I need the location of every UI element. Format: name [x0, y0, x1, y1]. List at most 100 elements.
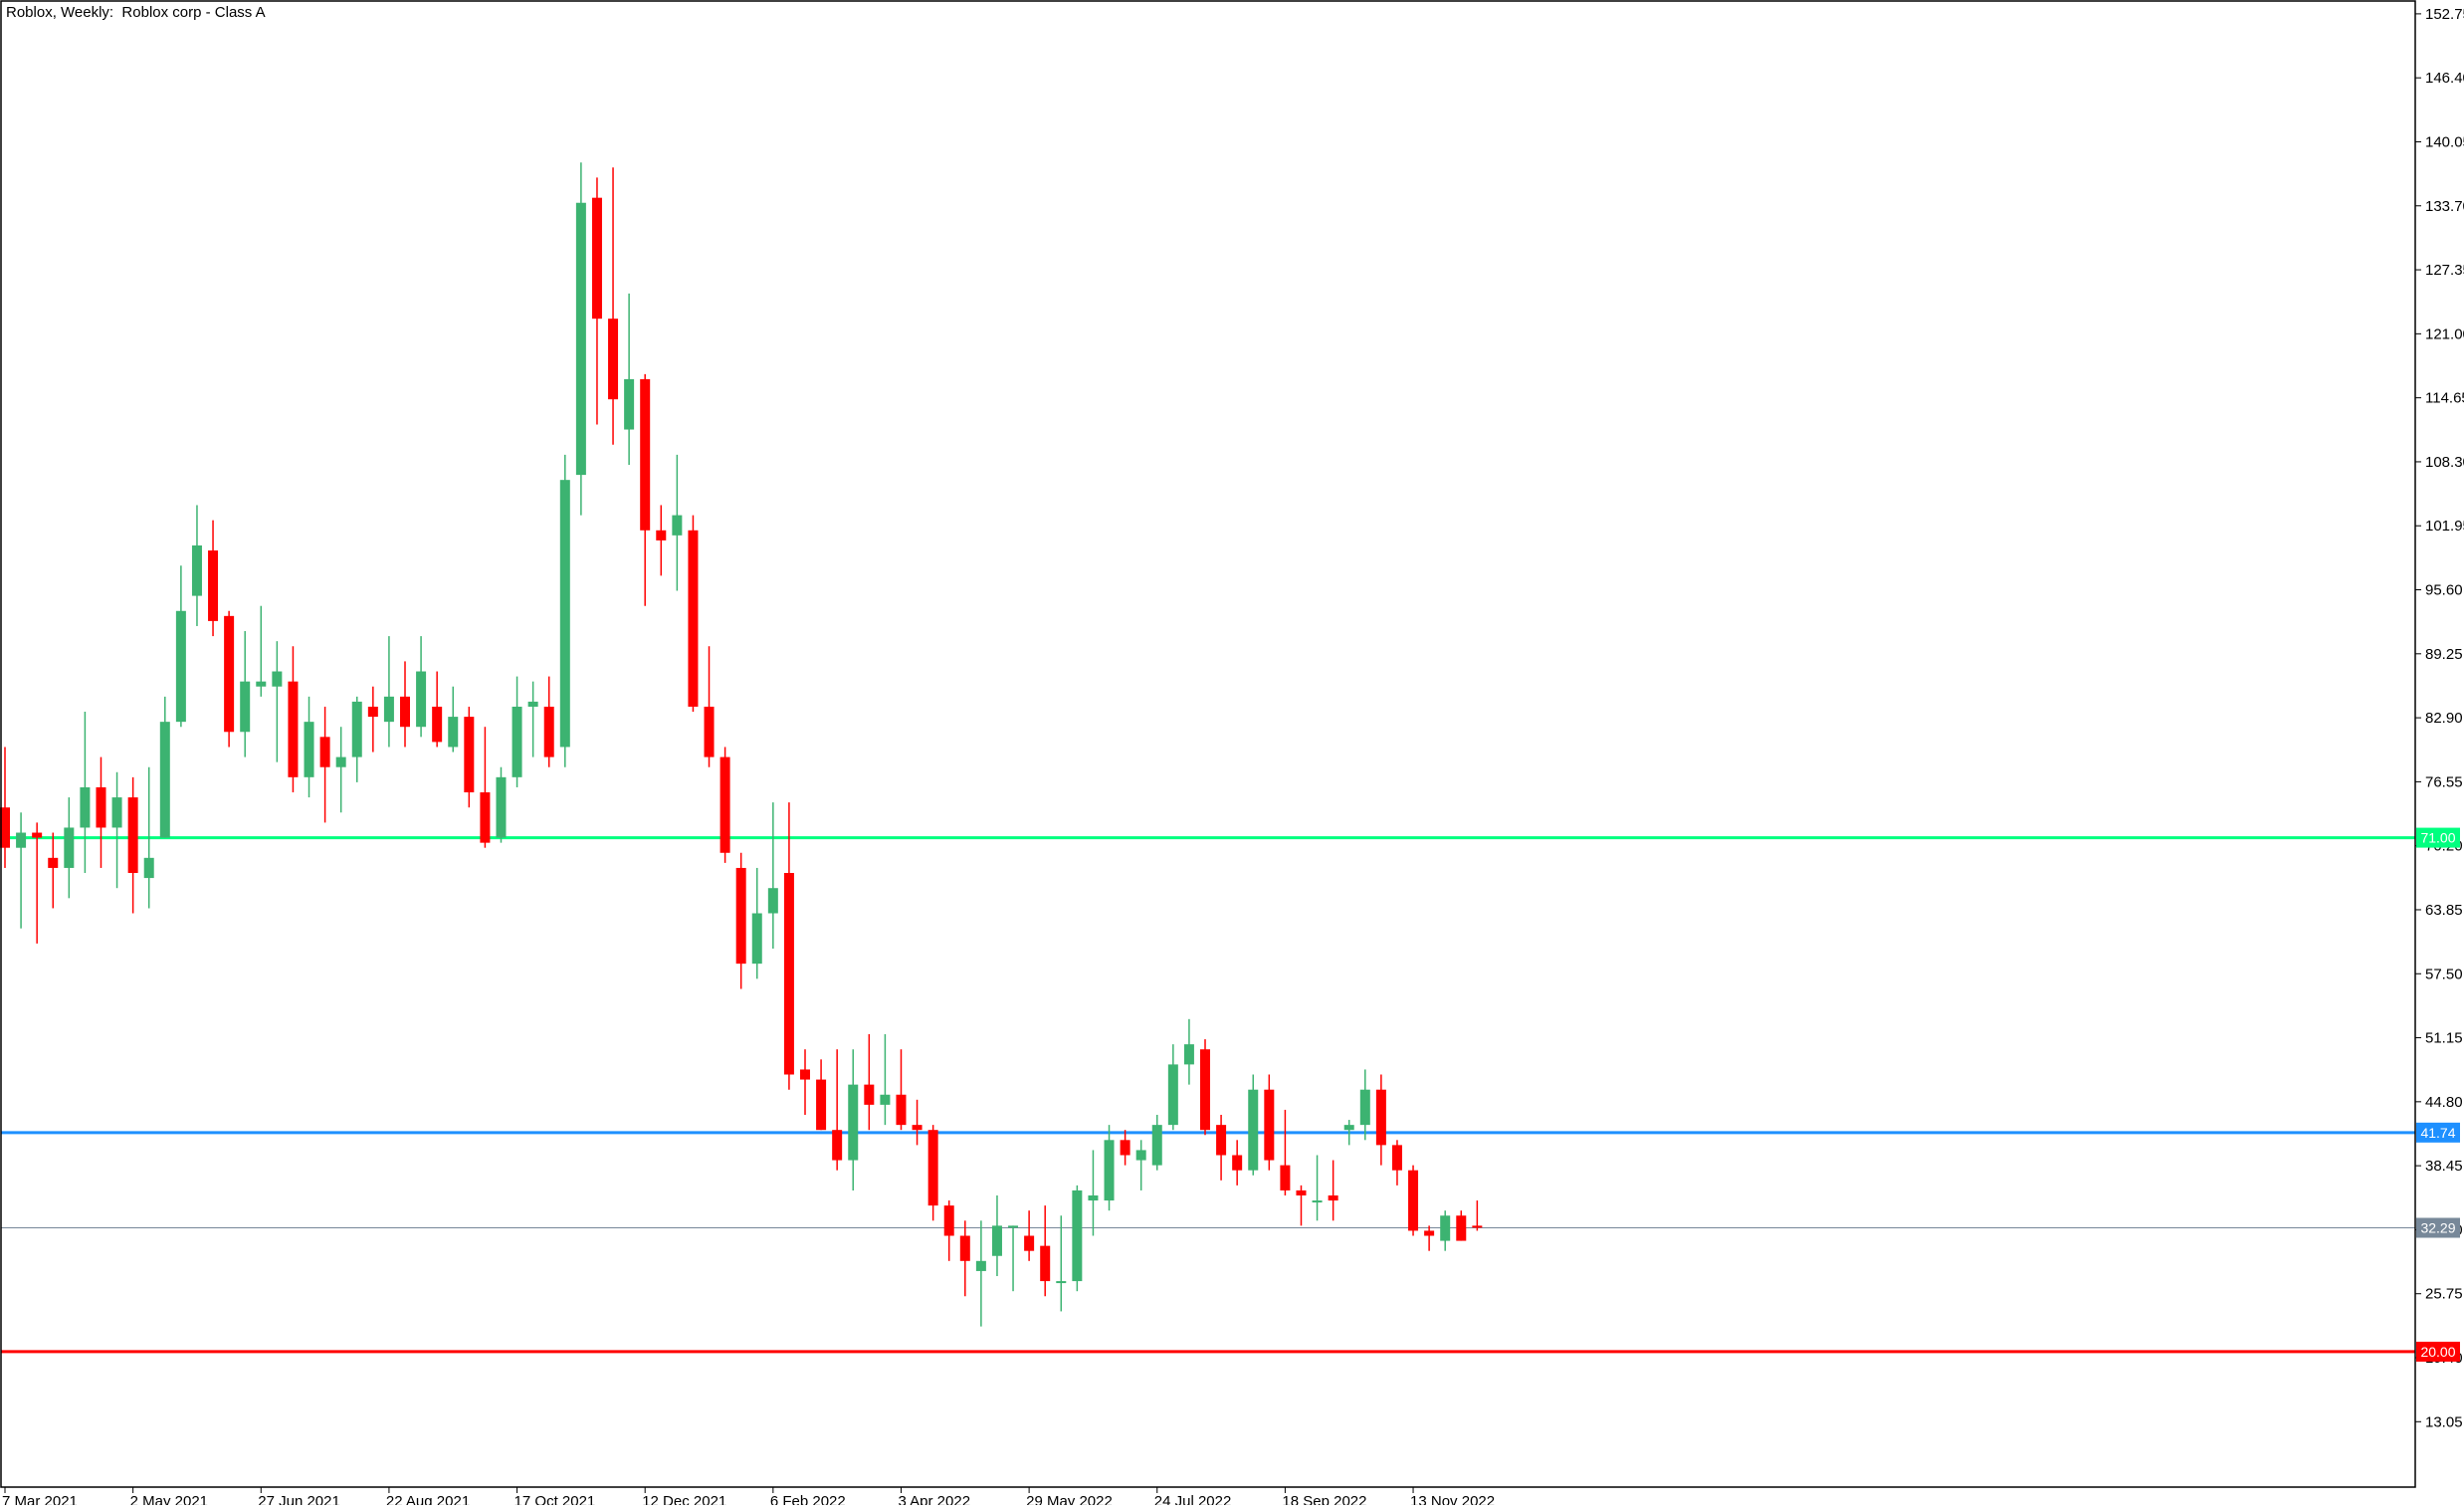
candle	[32, 822, 43, 944]
x-tick-label: 12 Dec 2021	[642, 1493, 726, 1505]
candle	[1167, 1044, 1178, 1131]
price-level-label-text: 20.00	[2420, 1344, 2455, 1360]
candle	[96, 756, 106, 868]
candle	[575, 162, 586, 516]
candle-body	[1024, 1235, 1035, 1251]
candle	[1151, 1115, 1162, 1171]
candle-body	[319, 737, 330, 767]
candle	[1424, 1225, 1435, 1251]
candle-body	[0, 807, 10, 848]
candle-body	[416, 671, 427, 728]
candle	[912, 1099, 923, 1146]
candle-body	[543, 706, 554, 757]
y-tick-label: 25.75	[2425, 1286, 2463, 1303]
candle	[896, 1049, 907, 1131]
candle	[400, 661, 410, 748]
x-tick-label: 22 Aug 2021	[386, 1493, 470, 1505]
candle-body	[1456, 1215, 1467, 1241]
candle	[1088, 1150, 1099, 1236]
candle-body	[767, 888, 778, 914]
candle	[1312, 1155, 1323, 1221]
candle-body	[1056, 1281, 1067, 1284]
price-level-label-bg	[2416, 1217, 2460, 1238]
candle	[448, 686, 459, 753]
candle	[288, 646, 299, 793]
candle	[1472, 1200, 1483, 1231]
y-tick-label: 38.45	[2425, 1158, 2463, 1175]
x-tick-label: 6 Feb 2022	[770, 1493, 846, 1505]
candle	[1008, 1225, 1019, 1292]
y-tick-label: 146.40	[2425, 70, 2464, 87]
candle-body	[96, 786, 106, 828]
candle	[1359, 1069, 1370, 1141]
candle-body	[575, 202, 586, 476]
price-level-label: 71.00	[2416, 827, 2460, 848]
candle-body	[256, 681, 267, 687]
candle-body	[32, 832, 43, 838]
x-tick-label: 29 May 2022	[1026, 1493, 1113, 1505]
candle-body	[111, 797, 122, 828]
candle-body	[864, 1084, 875, 1105]
candle	[1375, 1074, 1386, 1166]
candle	[1200, 1039, 1210, 1136]
candle	[800, 1049, 810, 1116]
candle-body	[496, 776, 507, 838]
candle	[704, 646, 715, 767]
candle-body	[559, 480, 570, 748]
candle	[1040, 1205, 1051, 1297]
candle	[1104, 1125, 1115, 1211]
y-tick-label: 152.75	[2425, 6, 2464, 23]
y-tick-label: 133.70	[2425, 198, 2464, 215]
y-tick-label: 89.25	[2425, 646, 2463, 663]
candle-body	[1120, 1140, 1130, 1156]
candle-body	[1343, 1125, 1354, 1131]
plot-border	[0, 0, 2416, 1488]
candle-body	[367, 706, 378, 718]
y-tick-label: 76.55	[2425, 773, 2463, 790]
price-level-label-bg	[2416, 1122, 2460, 1143]
candle	[64, 797, 75, 899]
y-tick-label: 101.95	[2425, 518, 2464, 535]
candle-body	[159, 722, 170, 838]
candle	[1216, 1115, 1227, 1181]
candle-body	[624, 378, 635, 430]
candle-body	[448, 717, 459, 748]
candle-body	[959, 1235, 970, 1261]
candle-body	[480, 792, 491, 843]
candle-body	[912, 1125, 923, 1131]
candle	[832, 1049, 843, 1171]
candle	[0, 747, 10, 868]
candle	[175, 565, 186, 728]
candle	[48, 832, 59, 909]
candle-body	[127, 797, 138, 874]
candle	[1296, 1185, 1307, 1226]
candle	[1343, 1120, 1354, 1146]
candle-body	[783, 873, 794, 1075]
candle	[416, 636, 427, 738]
candle-body	[1200, 1049, 1210, 1131]
candle	[608, 167, 619, 445]
x-tick-label: 7 Mar 2021	[2, 1493, 78, 1505]
candle-body	[143, 857, 154, 879]
candle-body	[288, 681, 299, 777]
price-level-label-text: 71.00	[2420, 830, 2455, 846]
candle-body	[272, 671, 283, 687]
candle-body	[1296, 1189, 1307, 1196]
candle	[304, 696, 314, 798]
y-tick-label: 127.35	[2425, 262, 2464, 279]
candle-body	[848, 1084, 859, 1161]
candle	[159, 696, 170, 838]
candle	[527, 681, 538, 757]
x-tick-label: 3 Apr 2022	[898, 1493, 970, 1505]
y-tick-label: 13.05	[2425, 1413, 2463, 1430]
candle-body	[48, 857, 59, 868]
candle-body	[208, 550, 219, 621]
candle-body	[240, 681, 251, 733]
candle	[975, 1220, 986, 1327]
candle-body	[1264, 1089, 1275, 1161]
candle-body	[943, 1205, 954, 1236]
candle-body	[335, 756, 346, 767]
candle	[335, 727, 346, 813]
candle	[1248, 1074, 1259, 1176]
